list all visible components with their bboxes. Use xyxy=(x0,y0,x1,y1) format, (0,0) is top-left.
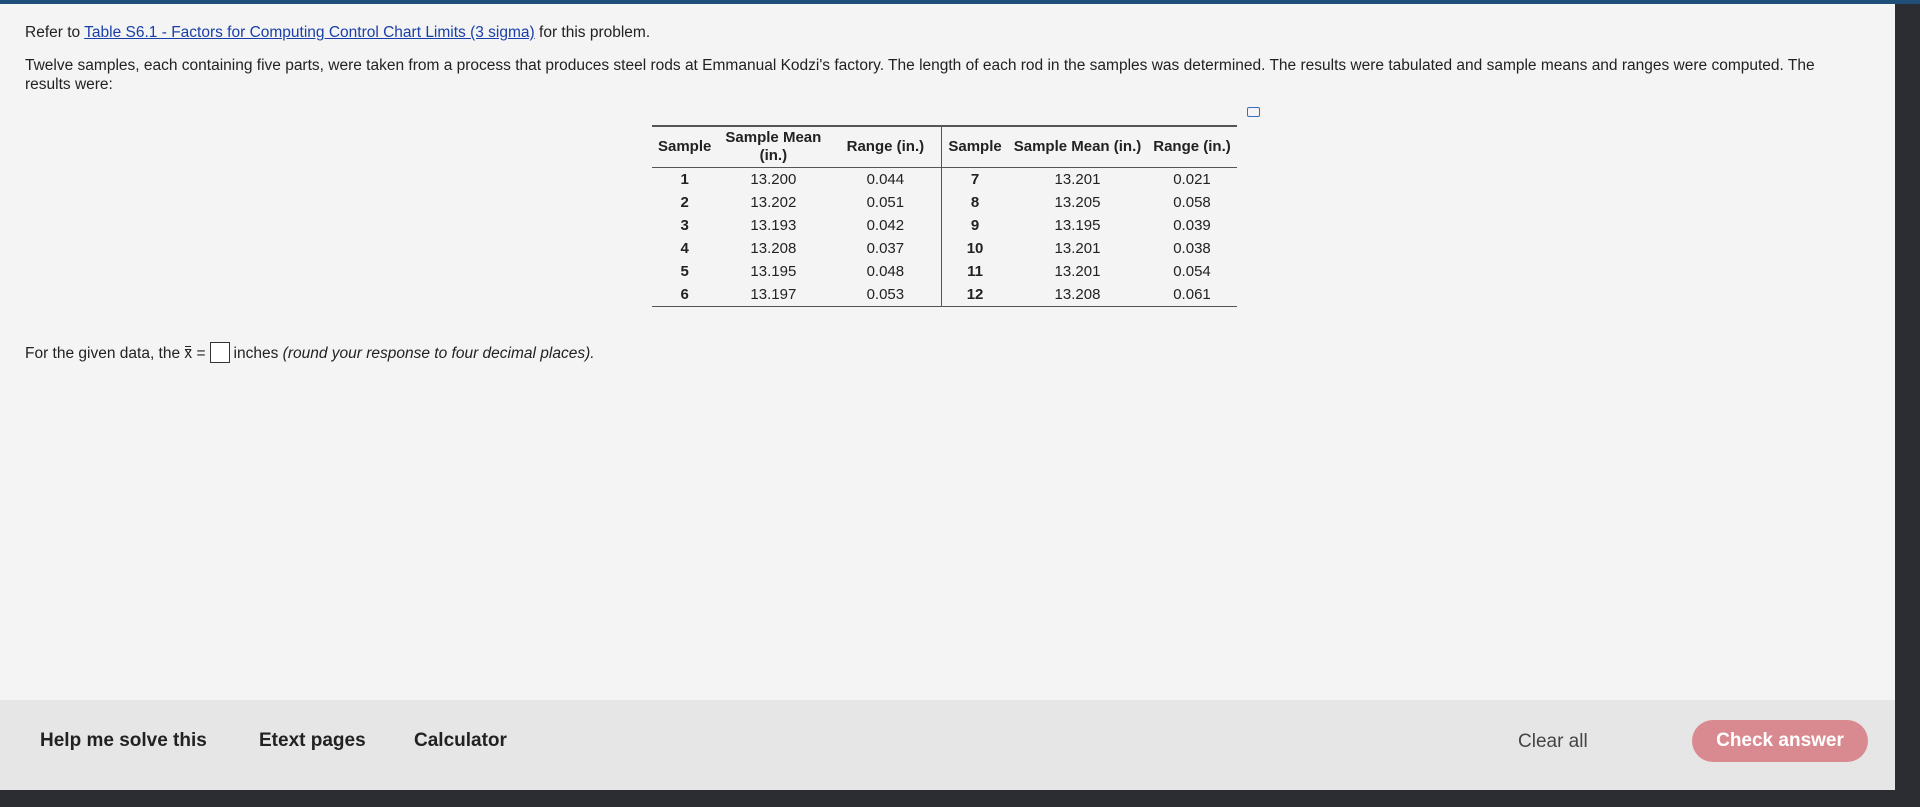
table-cell: 6 xyxy=(652,283,718,307)
table-cell: 0.054 xyxy=(1173,263,1211,280)
etext-button[interactable]: Etext pages xyxy=(259,730,366,751)
problem-text: Twelve samples, each containing five par… xyxy=(25,57,1815,93)
check-button[interactable]: Check answer xyxy=(1692,720,1868,762)
table-cell: 0.042 xyxy=(829,214,943,237)
table-body: 1 13.200 0.044 7 13.201 0.021 2 13.202 0.051 8 13.… xyxy=(652,167,1237,307)
x-double-bar: x xyxy=(184,345,193,362)
question-suffix: inches xyxy=(233,345,279,362)
intro-suffix: for this problem. xyxy=(539,24,651,41)
table-row: 4 13.208 0.037 10 13.201 0.038 xyxy=(652,237,1237,260)
table-cell: 13.201 xyxy=(1054,240,1101,257)
table-cell: 13.195 xyxy=(1054,217,1101,234)
table-row: 2 13.202 0.051 8 13.205 0.058 xyxy=(652,191,1237,214)
header-row: Sample Sample Mean (in.) Range (in.) Sample… xyxy=(652,125,1237,168)
table-cell: 0.039 xyxy=(1173,217,1211,234)
table-row: 1 13.200 0.044 7 13.201 0.021 xyxy=(652,167,1237,191)
table-row: 6 13.197 0.053 12 13.208 0.061 xyxy=(652,283,1237,307)
table-cell: 13.202 xyxy=(750,194,797,211)
expand-icon[interactable] xyxy=(1247,107,1260,117)
table-cell: 0.053 xyxy=(829,283,943,307)
table-row: 5 13.195 0.048 11 13.201 0.054 xyxy=(652,260,1237,283)
table-cell: 0.051 xyxy=(829,191,943,214)
table-cell: 13.197 xyxy=(717,283,830,307)
hint: (round your response to four decimal pla… xyxy=(282,345,595,362)
column-header: Sample xyxy=(652,125,718,168)
column-header: Range (in.) xyxy=(829,125,943,168)
table-cell: 12 xyxy=(941,283,1008,307)
table-cell: 9 xyxy=(970,217,980,234)
table-cell: 0.021 xyxy=(1173,171,1211,188)
table-cell: 0.044 xyxy=(829,167,943,191)
table-cell: 1 xyxy=(680,171,689,188)
column-header: Sample xyxy=(941,125,1008,168)
table-cell: 11 xyxy=(967,263,983,280)
table-cell: 0.048 xyxy=(829,260,943,283)
table-cell: 13.205 xyxy=(1054,194,1101,211)
table-cell: 13.208 xyxy=(750,240,797,257)
column-header: Range (in.) xyxy=(1147,125,1237,168)
table-link[interactable]: Table S6.1 - Factors for Computing Contr… xyxy=(84,24,535,41)
table-cell: 13.200 xyxy=(750,171,797,188)
column-header: Sample Mean (in.) xyxy=(717,125,830,168)
clear-button[interactable]: Clear all xyxy=(1518,731,1588,752)
question-panel: Refer to Table S6.1 - Factors for Comput… xyxy=(0,4,1895,700)
table-cell: 13.208 xyxy=(1007,283,1148,307)
data-table: Sample Sample Mean (in.) Range (in.) Sample… xyxy=(652,125,1237,307)
table-cell: 2 xyxy=(680,194,689,211)
intro: Refer to Table S6.1 - Factors for Comput… xyxy=(25,24,650,42)
table-row: 3 13.193 0.042 9 13.195 0.039 xyxy=(652,214,1237,237)
table-cell: 5 xyxy=(680,263,689,280)
table-cell: 10 xyxy=(966,240,984,257)
equals: = xyxy=(196,345,206,362)
table-cell: 0.037 xyxy=(829,237,943,260)
top-bar xyxy=(0,0,1920,4)
table-cell: 8 xyxy=(970,194,980,211)
table-cell: 0.038 xyxy=(1173,240,1211,257)
table-cell: 4 xyxy=(680,240,689,257)
table-cell: 13.193 xyxy=(750,217,797,234)
toolbar: Help me solve this Etext pages Calculato… xyxy=(0,700,1895,790)
table-cell: 13.201 xyxy=(1054,263,1101,280)
question-prefix: For the given data, the xyxy=(25,345,181,362)
answer-input[interactable] xyxy=(209,342,230,363)
table-cell: 0.061 xyxy=(1147,283,1237,307)
table-cell: 7 xyxy=(970,171,980,188)
table-cell: 0.058 xyxy=(1173,194,1211,211)
table-cell: 13.201 xyxy=(1054,171,1101,188)
table-cell: 13.195 xyxy=(750,263,797,280)
help-button[interactable]: Help me solve this xyxy=(40,730,207,751)
table-cell: 3 xyxy=(680,217,689,234)
column-header: Sample Mean (in.) xyxy=(1007,125,1148,168)
calculator-button[interactable]: Calculator xyxy=(414,730,507,751)
question: For the given data, the x = inches (round… xyxy=(25,342,595,363)
intro-prefix: Refer to xyxy=(25,24,81,41)
